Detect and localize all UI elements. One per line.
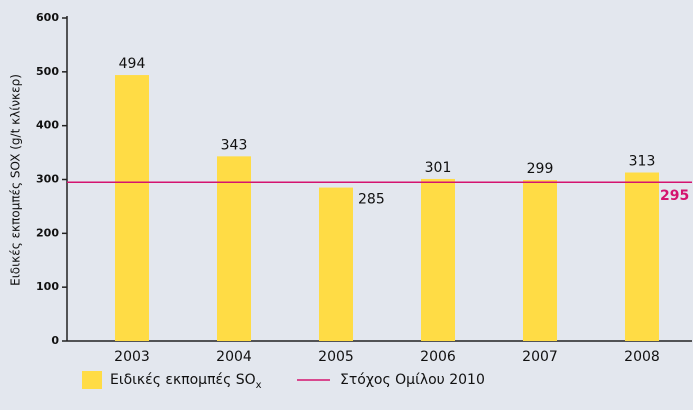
- bar: [217, 156, 251, 341]
- bar: [319, 187, 353, 341]
- x-tick-label: 2003: [114, 349, 150, 365]
- x-tick-label: 2005: [318, 349, 354, 365]
- data-label: 299: [527, 161, 554, 177]
- x-tick-label: 2007: [522, 349, 558, 365]
- data-label: 301: [425, 160, 452, 176]
- data-label: 285: [358, 192, 385, 208]
- data-label: 343: [221, 137, 248, 153]
- y-tick-label: 100: [36, 280, 59, 293]
- x-tick-label: 2008: [624, 349, 660, 365]
- y-tick-label: 400: [36, 119, 59, 132]
- legend-label: Στόχος Ομίλου 2010: [340, 372, 485, 388]
- data-label: 313: [629, 154, 656, 170]
- y-tick-label: 500: [36, 65, 59, 78]
- bar: [421, 178, 455, 341]
- y-axis-label: Ειδικές εκπομπές SOX (g/t κλίνκερ): [9, 74, 23, 286]
- y-tick-label: 200: [36, 226, 59, 239]
- target-label: 295: [660, 188, 689, 204]
- y-tick-label: 600: [36, 11, 59, 24]
- y-tick-label: 0: [51, 334, 59, 347]
- legend-swatch: [82, 371, 102, 389]
- legend-label-sub: x: [256, 380, 262, 391]
- bar: [625, 172, 659, 341]
- legend-label: Ειδικές εκπομπές SOx: [110, 372, 262, 391]
- legend-label-main: Ειδικές εκπομπές SO: [110, 372, 256, 388]
- bar: [523, 180, 557, 341]
- x-tick-label: 2006: [420, 349, 456, 365]
- x-tick-label: 2004: [216, 349, 252, 365]
- data-label: 494: [119, 56, 146, 72]
- y-tick-label: 300: [36, 173, 59, 186]
- bar: [115, 75, 149, 342]
